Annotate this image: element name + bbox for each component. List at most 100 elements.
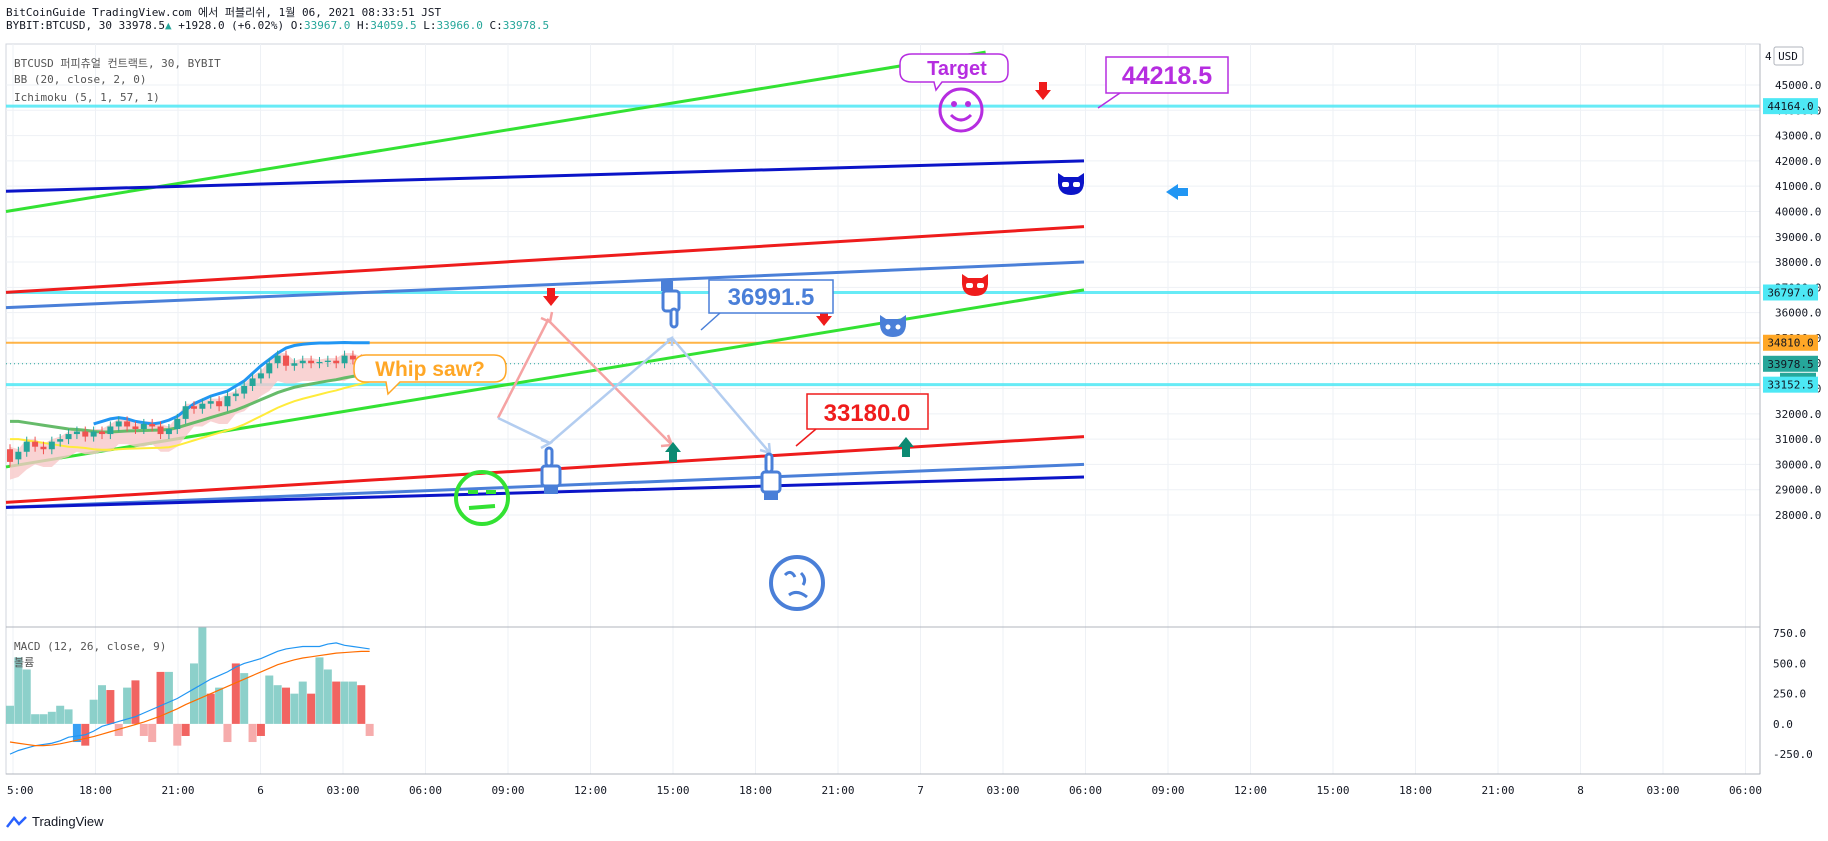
- candle-body: [140, 423, 147, 429]
- price-tick-label: 29000.0: [1775, 484, 1821, 497]
- open-value: 33967.0: [304, 19, 351, 32]
- candle-body: [341, 355, 348, 364]
- macd-bar: [265, 675, 274, 724]
- price-axis[interactable]: 45000.044000.043000.042000.041000.040000…: [1775, 79, 1821, 522]
- macd-pane: [6, 627, 374, 755]
- bb-upper-line: [93, 340, 370, 426]
- trendline: [5, 225, 1085, 294]
- candle-body: [107, 426, 114, 435]
- candle-body: [224, 396, 231, 407]
- ichimoku-legend[interactable]: Ichimoku (5, 1, 57, 1): [14, 91, 160, 104]
- candle-body: [349, 355, 356, 360]
- candle-body: [23, 441, 30, 452]
- macd-axis[interactable]: 750.0 500.0 250.0 0.0 -250.0: [1773, 627, 1813, 761]
- macd-bar: [123, 687, 132, 724]
- trendline: [5, 159, 1085, 193]
- down-arrow-icon: [543, 288, 559, 306]
- candle-body: [232, 393, 239, 397]
- macd-bar: [98, 685, 107, 724]
- brand-label: TradingView: [32, 814, 104, 829]
- trendline: [5, 50, 986, 213]
- macd-bar: [198, 627, 207, 724]
- price-label-33180: 33180.0: [824, 400, 911, 427]
- symbol-legend[interactable]: BTCUSD 퍼피츄얼 컨트랙트, 30, BYBIT: [14, 57, 221, 70]
- candle-body: [15, 451, 22, 460]
- macd-tick-label: 250.0: [1773, 688, 1806, 701]
- down-arrow-icon: [1035, 82, 1051, 100]
- macd-bar: [181, 723, 190, 736]
- candle-body: [283, 355, 290, 366]
- time-tick-label: 18:00: [739, 784, 772, 797]
- bb-legend[interactable]: BB (20, close, 2, 0): [14, 73, 147, 86]
- macd-bar: [148, 723, 157, 743]
- price-tick-label: 31000.0: [1775, 433, 1821, 446]
- macd-bar: [139, 723, 148, 736]
- candle-body: [207, 401, 214, 404]
- o-label: O:: [290, 19, 305, 32]
- macd-bar: [190, 663, 199, 724]
- up-triangle-icon: ▲: [164, 19, 172, 32]
- price-badge: [1763, 98, 1818, 115]
- tradingview-logo-icon: [6, 815, 27, 828]
- up-arrow-icon: [665, 442, 681, 462]
- currency-button[interactable]: USD: [1773, 46, 1804, 66]
- price-tick-label: 40000.0: [1775, 205, 1821, 218]
- tradingview-brand[interactable]: TradingView: [6, 814, 104, 829]
- candle-body: [249, 378, 256, 386]
- smiley-icon: [938, 87, 984, 133]
- price-chart[interactable]: Target 44218.5 36991.5 33180.0 Whip saw?…: [0, 0, 1828, 806]
- target-callout: Target: [899, 53, 1009, 92]
- price-badge-label: 33152.5: [1767, 379, 1813, 392]
- time-tick-label: 15:00: [1316, 784, 1349, 797]
- candle-body: [124, 421, 131, 427]
- signal-line: [9, 650, 370, 747]
- change: +1928.0 (+6.02%): [178, 19, 285, 32]
- time-tick-label: 5:00: [7, 784, 34, 797]
- time-tick-label: 21:00: [821, 784, 854, 797]
- candle-body: [99, 431, 106, 435]
- macd-bar: [14, 657, 23, 724]
- candle-body: [182, 406, 189, 419]
- hand-pointer-icon: [540, 446, 562, 494]
- price-tick-label: 39000.0: [1775, 231, 1821, 244]
- price-tick-label: 45000.0: [1775, 79, 1821, 92]
- trendline: [5, 260, 1085, 310]
- projection-arrows: [496, 311, 772, 455]
- left-arrow-icon: [1166, 184, 1188, 200]
- price-badge: [1763, 376, 1818, 393]
- price-badge-label: 44164.0: [1767, 100, 1813, 113]
- price-badge-label: 33978.5: [1767, 358, 1813, 371]
- price-callout-44218: 44218.5: [1097, 56, 1229, 109]
- macd-bar: [231, 663, 240, 724]
- last-price: 33978.5: [118, 19, 165, 32]
- price-tick-label: 32000.0: [1775, 408, 1821, 421]
- symbol: BYBIT:BTCUSD, 30: [6, 19, 112, 32]
- time-tick-label: 03:00: [986, 784, 1019, 797]
- macd-legend[interactable]: MACD (12, 26, close, 9): [14, 640, 167, 653]
- macd-bar: [282, 687, 291, 724]
- candle-body: [48, 441, 55, 450]
- macd-tick-label: -250.0: [1773, 748, 1813, 761]
- candle-body: [316, 361, 323, 364]
- macd-bar: [298, 681, 307, 724]
- price-label-36991: 36991.5: [728, 284, 815, 311]
- up-arrow-icon: [898, 437, 914, 457]
- time-tick-label: 06:00: [1069, 784, 1102, 797]
- candle-body: [115, 421, 122, 427]
- candle-body: [324, 360, 331, 362]
- macd-bar: [365, 723, 374, 736]
- macd-sub-legend: 볼륨: [14, 656, 35, 669]
- macd-bar: [206, 693, 215, 724]
- time-tick-label: 15:00: [656, 784, 689, 797]
- time-axis[interactable]: 5:00 18:00 21:00 6 03:00 06:00 09:00 12:00 15:00…: [7, 784, 1762, 797]
- publish-line: BitCoinGuide TradingView.com 에서 퍼블리쉬, 1월…: [6, 6, 442, 19]
- price-tick-label: 28000.0: [1775, 509, 1821, 522]
- time-tick-label: 21:00: [161, 784, 194, 797]
- hand-pointer-icon: [760, 452, 782, 500]
- time-tick-label: 12:00: [1234, 784, 1267, 797]
- price-tick-label: 30000.0: [1775, 458, 1821, 471]
- macd-tick-label: 0.0: [1773, 718, 1793, 731]
- candle-body: [191, 406, 198, 409]
- candle-body: [82, 431, 89, 437]
- h-label: H:: [357, 19, 371, 32]
